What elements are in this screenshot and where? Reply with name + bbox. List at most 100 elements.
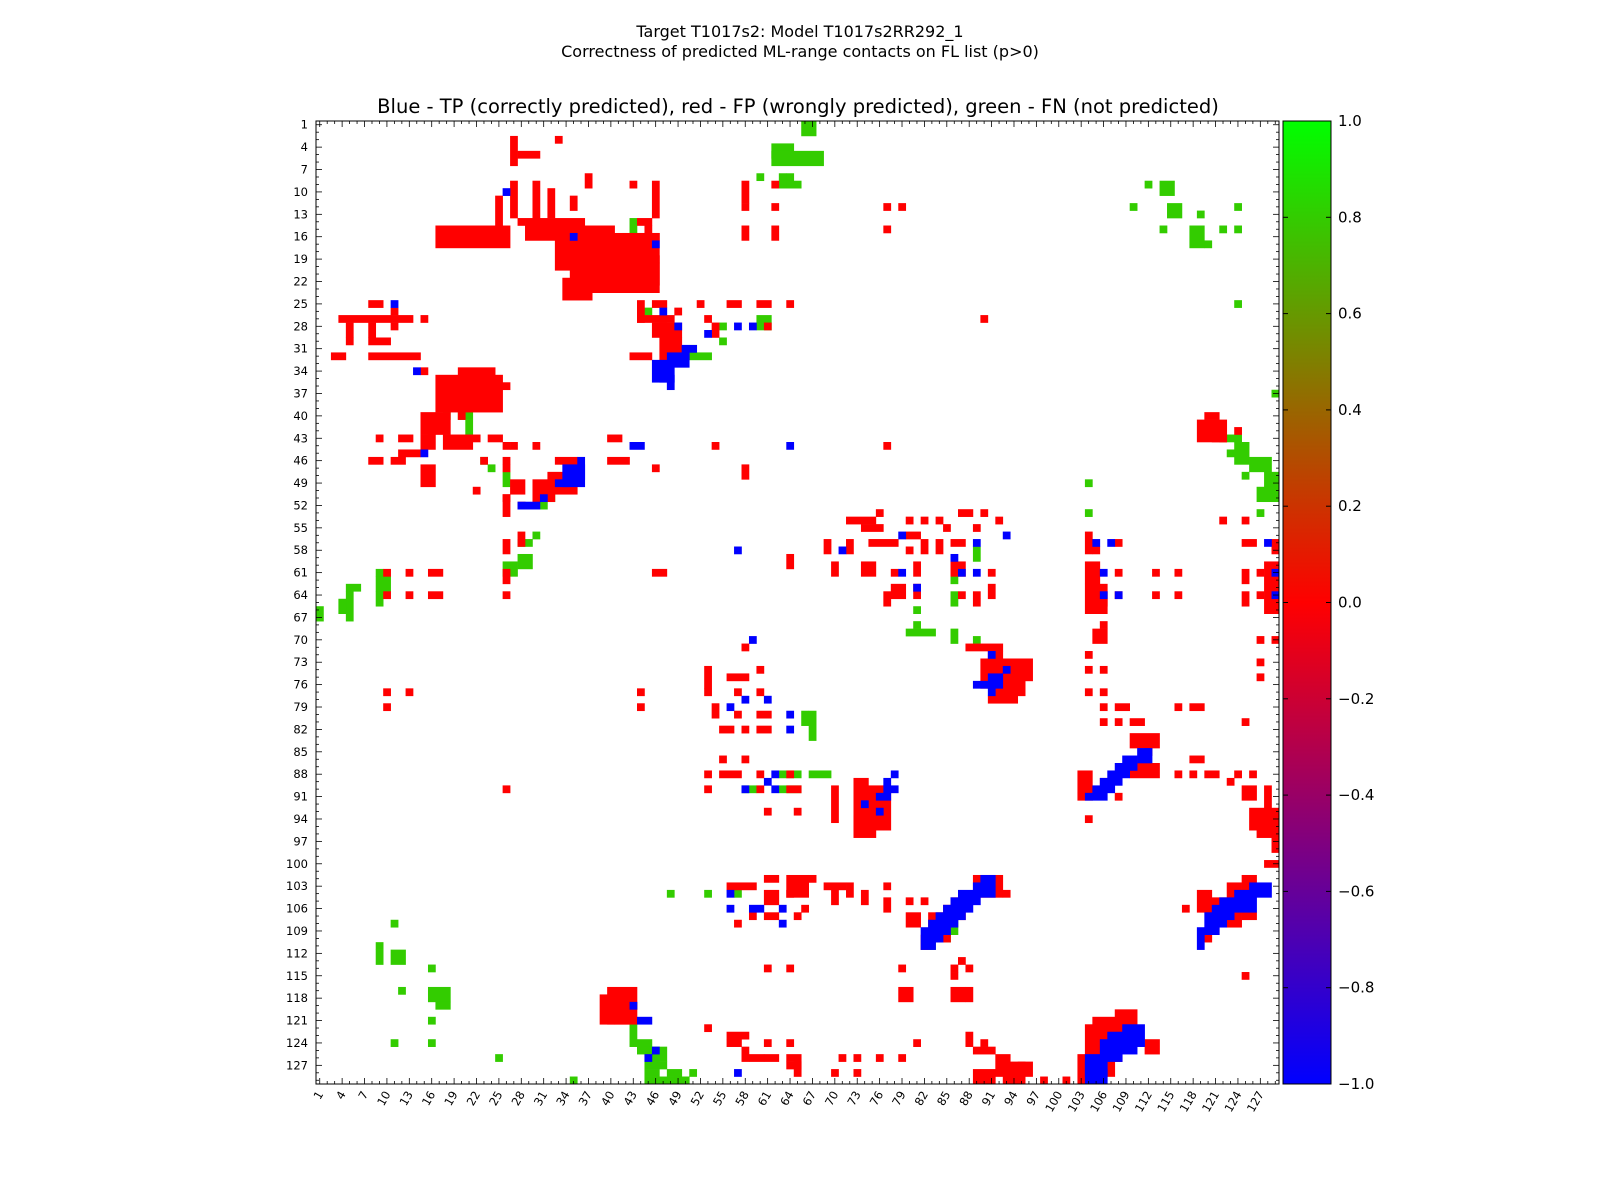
cell-fp <box>726 1039 742 1047</box>
cell-fp <box>995 516 1004 525</box>
cell-fp <box>405 688 414 697</box>
cell-fp <box>741 725 750 734</box>
cell-fp <box>793 912 802 921</box>
cell-fp <box>741 643 750 652</box>
cell-fp <box>383 688 391 697</box>
cell-fp <box>651 568 668 577</box>
cell-tp <box>1099 568 1108 577</box>
cell-fp <box>517 150 541 159</box>
cell-fn <box>1159 225 1168 234</box>
cell-fp <box>510 135 518 167</box>
cell-fn <box>1129 203 1138 211</box>
cell-fp <box>719 770 742 779</box>
cell-fp <box>569 195 578 211</box>
cell-fp <box>704 688 712 697</box>
cell-tp <box>898 531 907 540</box>
cell-tp <box>883 777 892 786</box>
cell-fp <box>793 1061 802 1077</box>
cell-tp <box>748 636 757 644</box>
cell-tp <box>913 583 921 592</box>
cell-fn <box>1144 180 1153 189</box>
y-tick-label: 58 <box>293 543 308 557</box>
cell-fp <box>898 1054 907 1062</box>
cell-fp <box>1129 718 1145 726</box>
cell-fn <box>1219 225 1228 234</box>
cell-fn <box>502 471 511 488</box>
x-tick-label: 121 <box>1199 1089 1222 1115</box>
cell-tp <box>778 904 787 913</box>
cell-fp <box>860 524 884 532</box>
cell-fn <box>427 986 451 1003</box>
x-tick-label: 112 <box>1132 1089 1155 1115</box>
colorbar-tick-label: 0.2 <box>1338 497 1362 515</box>
cell-fp <box>846 882 854 898</box>
cell-fn <box>674 1076 690 1085</box>
cell-fp <box>958 509 974 517</box>
cell-fn <box>375 942 384 950</box>
cell-fp <box>584 173 593 189</box>
cell-fp <box>696 300 705 308</box>
y-tick-label: 97 <box>293 834 308 848</box>
cell-fp <box>495 382 511 391</box>
cell-fp <box>1099 718 1108 726</box>
cell-fp <box>1099 703 1108 712</box>
cell-fp <box>1256 673 1265 682</box>
cell-fp <box>972 524 981 532</box>
cell-fp <box>502 456 511 465</box>
colorbar-tick-label: −0.6 <box>1338 882 1374 900</box>
cell-fn <box>398 986 406 995</box>
cell-tp <box>875 807 884 816</box>
cell-fn <box>1167 203 1183 219</box>
cell-fp <box>1264 860 1280 868</box>
x-tick-label: 64 <box>777 1089 796 1109</box>
cell-tp <box>1092 539 1101 547</box>
cell-fp <box>704 315 712 323</box>
cell-fp <box>383 568 391 577</box>
cell-fp <box>368 300 384 308</box>
cell-fp <box>898 964 907 973</box>
y-tick-label: 4 <box>301 140 308 154</box>
cell-fp <box>793 807 802 816</box>
cell-fp <box>883 591 892 607</box>
cell-fp <box>704 785 712 794</box>
colorbar-tick-label: −1.0 <box>1338 1075 1374 1093</box>
cell-fp <box>786 300 795 308</box>
cell-fp <box>1241 516 1250 525</box>
cell-tp <box>666 374 675 391</box>
cell-fp <box>502 464 511 473</box>
cell-fp <box>510 442 518 450</box>
cell-fp <box>1092 628 1108 644</box>
cell-fp <box>599 994 615 1025</box>
x-tick-label: 115 <box>1154 1089 1177 1115</box>
cell-tp <box>644 1054 653 1062</box>
y-tick-label: 100 <box>286 857 308 871</box>
x-tick-label: 85 <box>934 1089 953 1109</box>
colorbar-tick-label: −0.4 <box>1338 786 1374 804</box>
cell-fp <box>846 539 854 555</box>
cell-tp <box>741 785 750 794</box>
cell-fn <box>1264 471 1280 488</box>
cell-fn <box>1226 449 1235 458</box>
cell-fp <box>890 583 907 600</box>
cell-fp <box>883 442 892 450</box>
cell-fp <box>629 232 660 241</box>
cell-fp <box>1084 815 1093 824</box>
cell-fp <box>748 1054 765 1062</box>
cell-fp <box>1144 1039 1160 1055</box>
y-tick-label: 13 <box>293 207 308 221</box>
cell-fp <box>674 307 683 316</box>
cell-tp <box>771 785 780 794</box>
cell-fn <box>465 419 474 435</box>
cell-fn <box>1241 471 1250 480</box>
cell-fp <box>1271 837 1280 853</box>
cell-fp <box>1084 651 1093 659</box>
cell-fp <box>622 270 645 279</box>
x-tick-label: 106 <box>1087 1089 1110 1115</box>
cell-fp <box>935 516 944 525</box>
cell-fn <box>1084 479 1093 488</box>
cell-fn <box>1084 509 1093 517</box>
x-tick-label: 58 <box>732 1089 751 1109</box>
cell-fn <box>569 1076 578 1085</box>
cell-fp <box>607 434 623 443</box>
cell-fp <box>1234 427 1242 435</box>
